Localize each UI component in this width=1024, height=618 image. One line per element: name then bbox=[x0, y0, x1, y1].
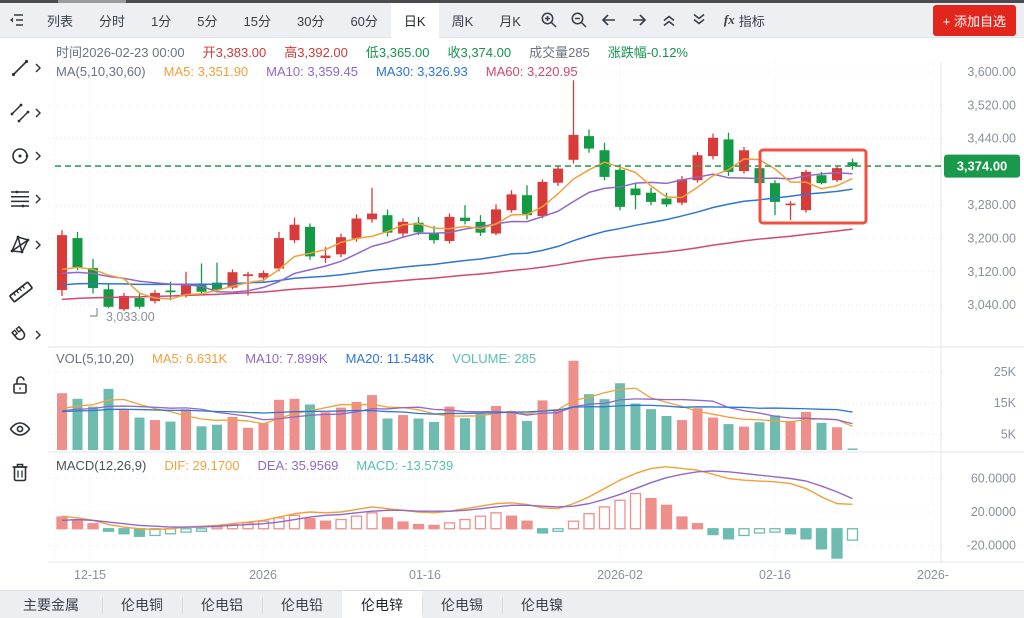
magnet-tool[interactable] bbox=[8, 321, 46, 349]
tab-lme-lead[interactable]: 伦电铅 bbox=[262, 591, 342, 618]
shapes-tool[interactable] bbox=[8, 142, 46, 170]
zoom-out-icon[interactable] bbox=[564, 5, 594, 35]
svg-text:2026: 2026 bbox=[249, 568, 277, 582]
last-price-badge: 3,374.00 bbox=[944, 154, 1020, 178]
toolbar-button-weekly-k[interactable]: 周K bbox=[451, 13, 474, 29]
svg-text:3,120.00: 3,120.00 bbox=[967, 265, 1016, 279]
annotation-box[interactable] bbox=[758, 148, 868, 225]
add-watchlist-button[interactable]: + 添加自选 bbox=[932, 4, 1016, 36]
chevron-right-icon bbox=[35, 330, 41, 340]
measure-ruler-tool[interactable] bbox=[8, 278, 46, 306]
svg-text:20.0000: 20.0000 bbox=[971, 505, 1016, 519]
lock-tool[interactable] bbox=[8, 371, 46, 399]
tab-lme-nickel[interactable]: 伦电镍 bbox=[502, 591, 582, 618]
svg-text:3,520.00: 3,520.00 bbox=[967, 98, 1016, 112]
parallel-lines-tool[interactable] bbox=[8, 99, 46, 127]
macd-lines bbox=[61, 466, 853, 531]
chevron-right-icon bbox=[35, 194, 41, 204]
indicator-button[interactable]: fx 指标 bbox=[724, 11, 765, 30]
toolbar-button-daily-k[interactable]: 日K bbox=[390, 2, 439, 38]
svg-text:2026-: 2026- bbox=[917, 568, 949, 582]
quote-bar: 时间2026-02-23 00:00 开3,383.00 高3,392.00 低3,3… bbox=[56, 42, 688, 61]
toolbar-button-5min[interactable]: 5分 bbox=[197, 13, 218, 29]
toolbar-button-15min[interactable]: 15分 bbox=[243, 13, 271, 29]
scale-up-icon[interactable] bbox=[654, 5, 684, 35]
toolbar-button-60min[interactable]: 60分 bbox=[350, 13, 378, 29]
svg-text:25K: 25K bbox=[994, 365, 1017, 379]
collapse-panel-icon[interactable] bbox=[0, 5, 34, 35]
window-top-strip bbox=[0, 0, 1024, 3]
pattern-tool[interactable] bbox=[8, 231, 46, 259]
pan-left-icon[interactable] bbox=[594, 5, 624, 35]
price-ma-lines bbox=[61, 158, 853, 301]
svg-text:12-15: 12-15 bbox=[74, 568, 106, 582]
svg-text:3,440.00: 3,440.00 bbox=[967, 132, 1016, 146]
chevron-right-icon bbox=[35, 108, 41, 118]
chevron-right-icon bbox=[35, 151, 41, 161]
quote-high: 高3,392.00 bbox=[284, 45, 348, 60]
quote-open: 开3,383.00 bbox=[202, 45, 267, 60]
svg-text:-20.0000: -20.0000 bbox=[967, 539, 1016, 553]
quote-low: 低3,365.00 bbox=[365, 45, 430, 60]
svg-text:15K: 15K bbox=[994, 396, 1017, 410]
grid-lines bbox=[48, 62, 1024, 563]
low-price-annotation: 3,033.00 bbox=[90, 308, 155, 324]
toolbar-button-30min[interactable]: 30分 bbox=[296, 13, 325, 29]
visibility-eye-tool[interactable] bbox=[8, 415, 46, 443]
svg-text:3,040.00: 3,040.00 bbox=[967, 298, 1016, 312]
svg-text:3,374.00: 3,374.00 bbox=[957, 159, 1008, 174]
symbol-tabs: 主要金属 伦电铜 伦电铝 伦电铅 伦电锌 伦电锡 伦电镍 bbox=[0, 590, 1024, 618]
toolbar-buttons: 列表 分时 1分 5分 15分 30分 60分 日K 周K 月K bbox=[34, 2, 534, 38]
chevron-right-icon bbox=[35, 240, 41, 250]
tab-lme-aluminium[interactable]: 伦电铝 bbox=[182, 591, 262, 618]
svg-text:3,200.00: 3,200.00 bbox=[967, 232, 1016, 246]
tab-major-metals[interactable]: 主要金属 bbox=[23, 597, 79, 613]
fibonacci-lines-tool[interactable] bbox=[8, 185, 46, 213]
pan-right-icon[interactable] bbox=[624, 5, 654, 35]
indicator-label: 指标 bbox=[738, 13, 765, 29]
svg-text:3,033.00: 3,033.00 bbox=[106, 310, 155, 324]
toolbar-button-monthly-k[interactable]: 月K bbox=[499, 13, 521, 29]
macd-histogram bbox=[56, 492, 859, 559]
delete-trash-tool[interactable] bbox=[8, 458, 46, 486]
chart-canvas[interactable]: 3,374.00 3,033.00 3,600.00 3,520.00 3,440.00… bbox=[0, 62, 1024, 588]
svg-text:01-16: 01-16 bbox=[409, 568, 441, 582]
quote-change: 涨跌幅-0.12% bbox=[607, 45, 688, 60]
tab-lme-copper[interactable]: 伦电铜 bbox=[102, 591, 182, 618]
trend-line-tool[interactable] bbox=[8, 54, 46, 82]
svg-text:60.0000: 60.0000 bbox=[971, 472, 1016, 486]
quote-close: 收3,374.00 bbox=[447, 45, 512, 60]
svg-text:3,600.00: 3,600.00 bbox=[967, 65, 1016, 79]
quote-time: 时间2026-02-23 00:00 bbox=[56, 45, 185, 60]
svg-text:5K: 5K bbox=[1001, 427, 1017, 441]
toolbar-button-1min[interactable]: 1分 bbox=[151, 13, 172, 29]
chevron-right-icon bbox=[35, 63, 41, 73]
zoom-in-icon[interactable] bbox=[534, 5, 564, 35]
quote-volume: 成交量285 bbox=[529, 45, 590, 60]
toolbar-button-list[interactable]: 列表 bbox=[47, 13, 74, 29]
axis-labels: 3,600.00 3,520.00 3,440.00 3,280.00 3,200.00… bbox=[74, 65, 1017, 582]
svg-text:3,280.00: 3,280.00 bbox=[967, 198, 1016, 212]
svg-text:2026-02: 2026-02 bbox=[597, 568, 643, 582]
tab-lme-zinc[interactable]: 伦电锌 bbox=[342, 591, 422, 618]
fx-icon: fx bbox=[723, 12, 735, 27]
volume-ma-lines bbox=[61, 387, 853, 428]
volume-bars bbox=[57, 360, 858, 450]
chart-toolbar: 列表 分时 1分 5分 15分 30分 60分 日K 周K 月K bbox=[0, 2, 1024, 38]
svg-text:02-16: 02-16 bbox=[759, 568, 791, 582]
scale-down-icon[interactable] bbox=[684, 5, 714, 35]
tab-lme-tin[interactable]: 伦电锡 bbox=[422, 591, 502, 618]
drawing-tools-sidebar bbox=[0, 40, 46, 485]
toolbar-button-minute-line[interactable]: 分时 bbox=[99, 13, 126, 29]
